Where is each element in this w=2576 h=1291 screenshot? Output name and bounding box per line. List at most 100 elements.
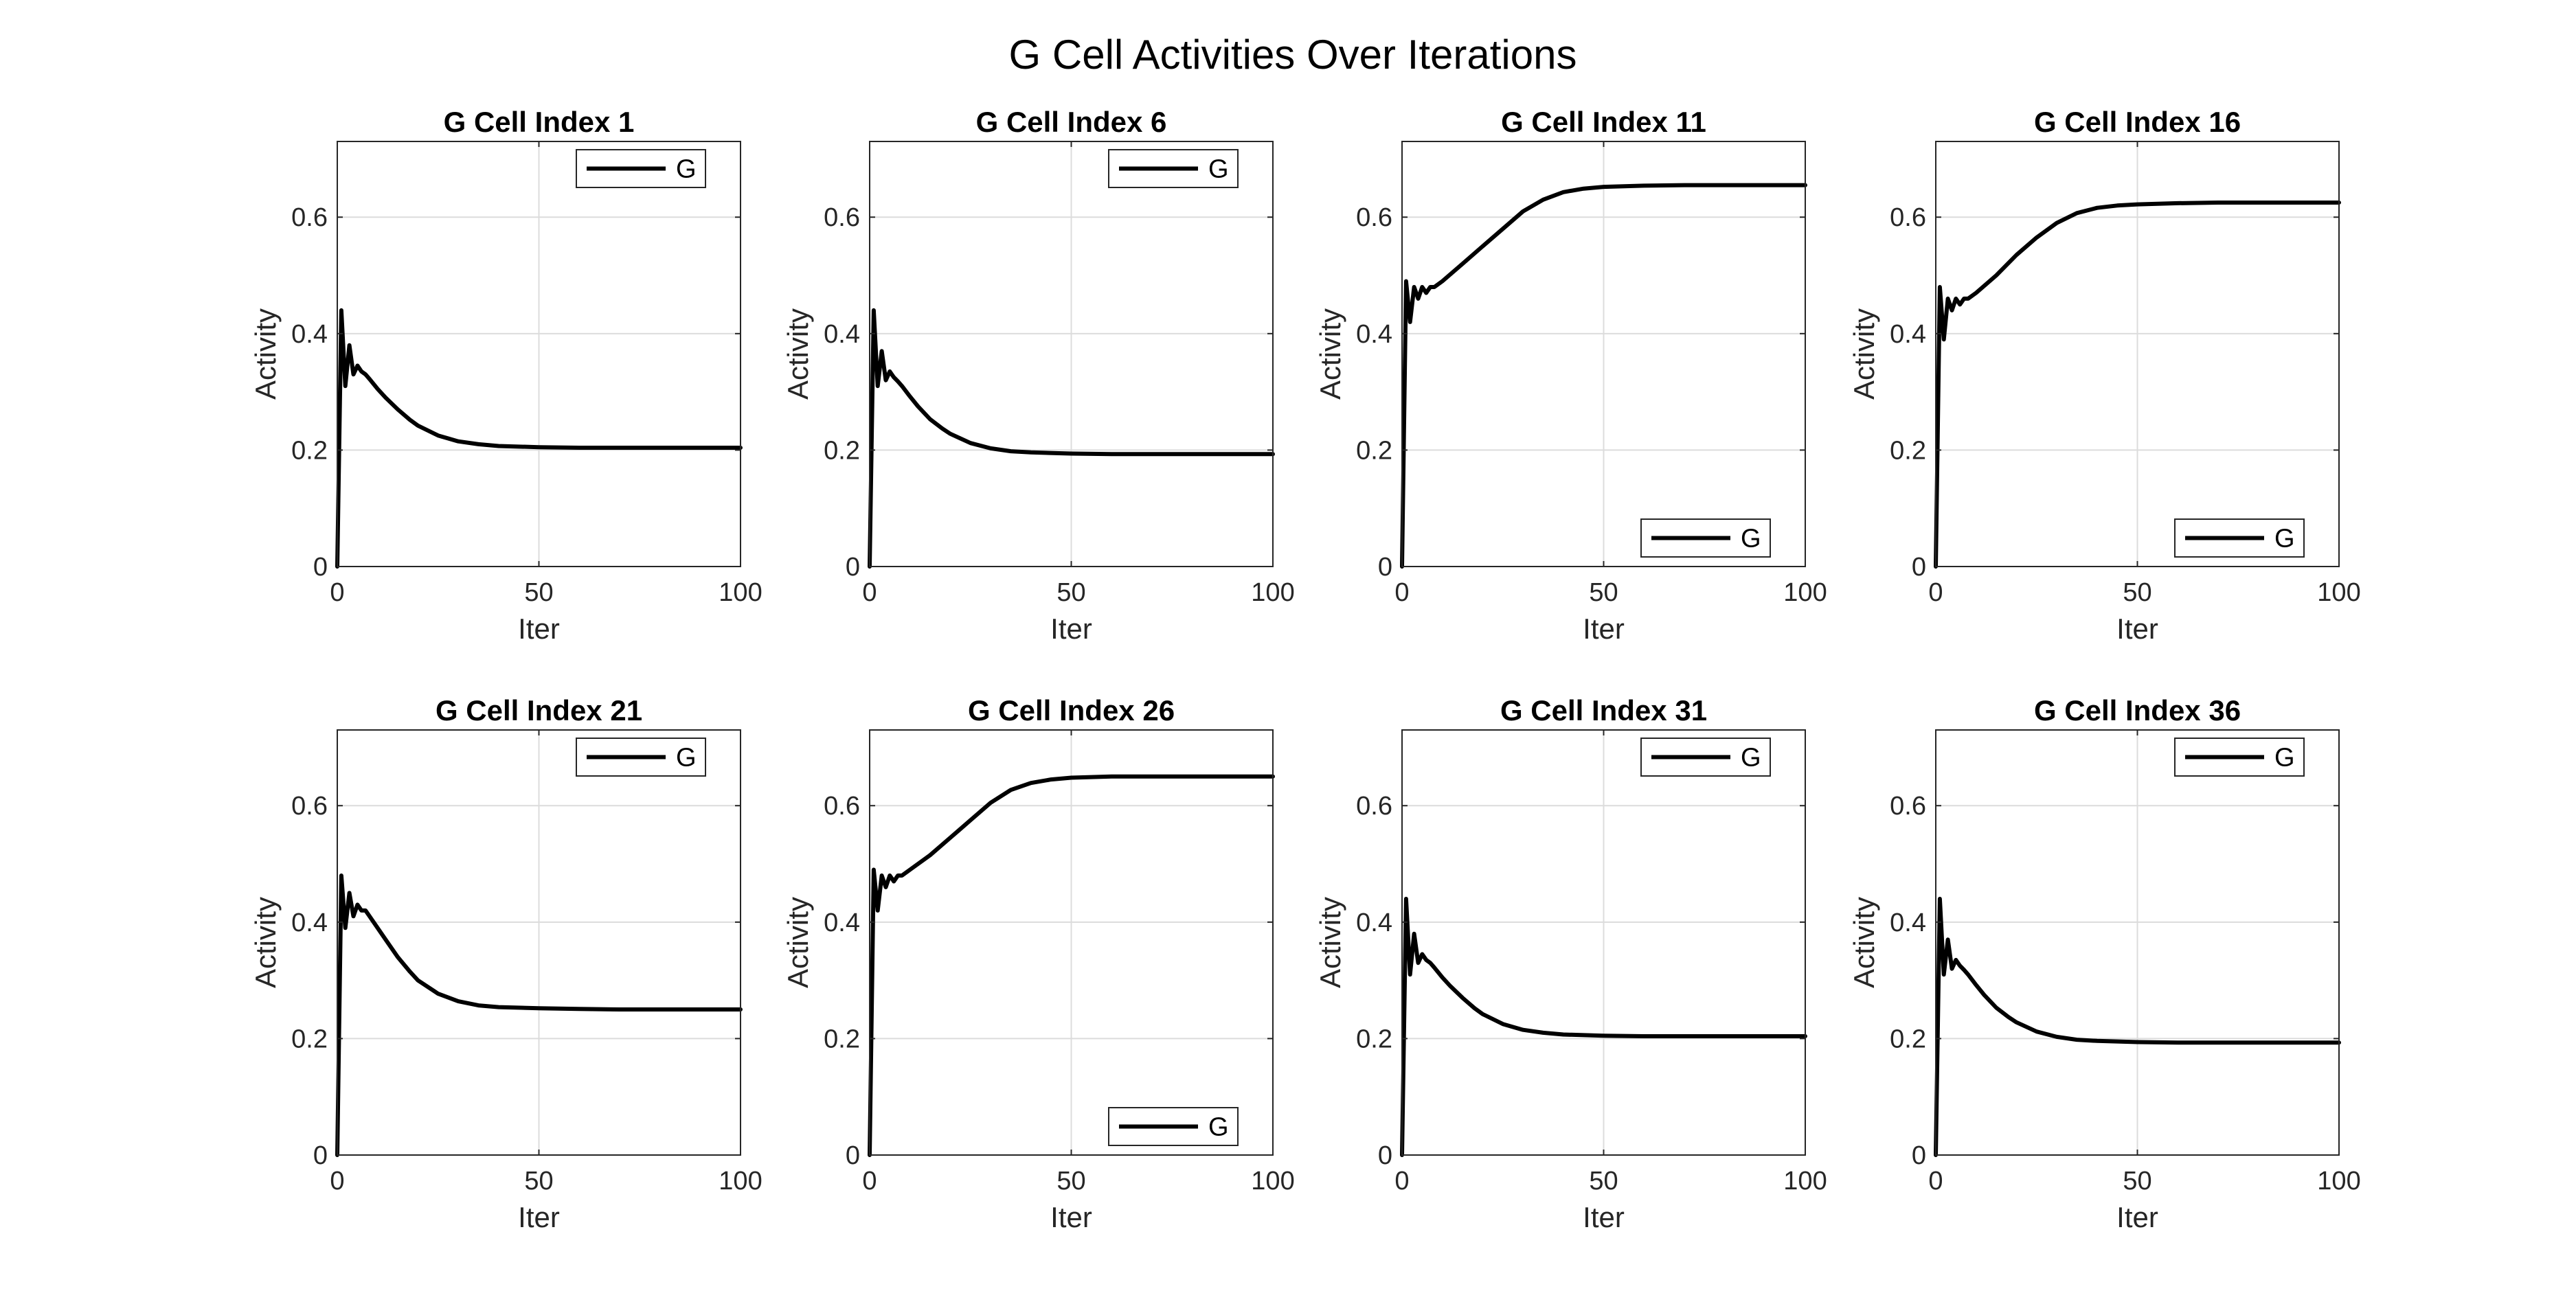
y-tick-label: 0.4 bbox=[824, 909, 860, 937]
series-line-G bbox=[1934, 896, 2341, 1157]
subplot-7: 0 50 100 0 0.2 0.4 0.6 Iter Activity G Cell Index… bbox=[1314, 694, 1827, 1233]
x-axis-label: Iter bbox=[2116, 613, 2158, 645]
subplot-title: G Cell Index 36 bbox=[2034, 694, 2241, 727]
x-tick-label: 50 bbox=[1057, 1167, 1085, 1196]
x-tick-label: 100 bbox=[2317, 1167, 2360, 1196]
legend-label: G bbox=[1741, 525, 1761, 553]
y-tick-label: 0.2 bbox=[824, 436, 860, 465]
x-tick-label: 50 bbox=[524, 1167, 553, 1196]
x-tick-label: 0 bbox=[330, 1167, 344, 1196]
x-tick-label: 100 bbox=[1251, 1167, 1294, 1196]
y-tick-label: 0.2 bbox=[291, 1025, 328, 1053]
legend-label: G bbox=[1208, 1113, 1229, 1142]
subplot-6: 0 50 100 0 0.2 0.4 0.6 Iter Activity G Cell Index… bbox=[782, 694, 1295, 1233]
y-tick-label: 0.2 bbox=[1890, 436, 1926, 465]
y-axis-label: Activity bbox=[1848, 897, 1880, 988]
series-line-G bbox=[868, 308, 1275, 569]
subplot-2: 0 50 100 0 0.2 0.4 0.6 Iter Activity G Cell Index… bbox=[782, 106, 1295, 645]
y-axis-label: Activity bbox=[1314, 308, 1346, 400]
y-axis-label: Activity bbox=[782, 308, 814, 400]
series-line-G bbox=[335, 873, 743, 1157]
y-tick-label: 0.2 bbox=[1356, 436, 1392, 465]
legend-label: G bbox=[2274, 744, 2295, 773]
subplot-title: G Cell Index 26 bbox=[968, 694, 1175, 727]
legend-label: G bbox=[1208, 155, 1229, 184]
x-axis-label: Iter bbox=[518, 613, 560, 645]
y-tick-label: 0.4 bbox=[1890, 909, 1926, 937]
y-axis-label: Activity bbox=[249, 308, 282, 400]
series-line-G bbox=[868, 774, 1275, 1157]
y-tick-label: 0.6 bbox=[1890, 792, 1926, 821]
legend: G bbox=[1108, 1107, 1239, 1146]
subplot-5: 0 50 100 0 0.2 0.4 0.6 Iter Activity G Cell Index… bbox=[249, 694, 762, 1233]
x-tick-label: 100 bbox=[719, 1167, 762, 1196]
x-tick-label: 0 bbox=[330, 578, 344, 607]
series-line-G bbox=[335, 308, 743, 569]
x-tick-label: 0 bbox=[1928, 578, 1943, 607]
series-line-G bbox=[1934, 201, 2341, 569]
y-tick-label: 0.4 bbox=[824, 320, 860, 349]
x-tick-label: 50 bbox=[1589, 1167, 1618, 1196]
subplot-title: G Cell Index 1 bbox=[444, 106, 635, 138]
x-tick-label: 50 bbox=[2123, 1167, 2151, 1196]
y-tick-label: 0 bbox=[1912, 553, 1926, 582]
legend: G bbox=[2174, 738, 2305, 777]
y-tick-label: 0.4 bbox=[1356, 909, 1392, 937]
x-axis-label: Iter bbox=[1583, 613, 1625, 645]
x-tick-label: 0 bbox=[1394, 578, 1409, 607]
y-tick-label: 0.2 bbox=[1890, 1025, 1926, 1053]
y-tick-label: 0 bbox=[1378, 1141, 1392, 1170]
x-tick-label: 100 bbox=[2317, 578, 2360, 607]
series-line-G bbox=[1400, 183, 1807, 569]
legend: G bbox=[2174, 518, 2305, 558]
y-tick-label: 0.6 bbox=[1356, 203, 1392, 232]
x-tick-label: 100 bbox=[1783, 578, 1827, 607]
y-tick-label: 0.6 bbox=[291, 792, 328, 821]
x-tick-label: 0 bbox=[862, 578, 877, 607]
subplot-title: G Cell Index 16 bbox=[2034, 106, 2241, 138]
y-tick-label: 0 bbox=[846, 1141, 860, 1170]
subplot-3: 0 50 100 0 0.2 0.4 0.6 Iter Activity G Cell Index… bbox=[1314, 106, 1827, 645]
legend-label: G bbox=[1741, 744, 1761, 773]
series-line-G bbox=[1400, 896, 1807, 1157]
x-axis-label: Iter bbox=[1050, 613, 1092, 645]
subplot-1: 0 50 100 0 0.2 0.4 0.6 Iter Activity G Cell Index… bbox=[249, 106, 762, 645]
subplot-8: 0 50 100 0 0.2 0.4 0.6 Iter Activity G Cell Index… bbox=[1848, 694, 2361, 1233]
legend-label: G bbox=[2274, 525, 2295, 553]
x-tick-label: 100 bbox=[1251, 578, 1294, 607]
y-tick-label: 0.2 bbox=[1356, 1025, 1392, 1053]
y-tick-label: 0.4 bbox=[291, 909, 328, 937]
subplot-title: G Cell Index 11 bbox=[1501, 106, 1706, 138]
y-tick-label: 0 bbox=[313, 1141, 328, 1170]
legend: G bbox=[1640, 518, 1771, 558]
x-tick-label: 50 bbox=[2123, 578, 2151, 607]
x-axis-label: Iter bbox=[1050, 1201, 1092, 1233]
x-tick-label: 100 bbox=[719, 578, 762, 607]
legend: G bbox=[576, 149, 706, 188]
y-tick-label: 0 bbox=[846, 553, 860, 582]
x-axis-label: Iter bbox=[518, 1201, 560, 1233]
legend-label: G bbox=[676, 744, 697, 773]
y-axis-label: Activity bbox=[249, 897, 282, 988]
y-tick-label: 0.6 bbox=[291, 203, 328, 232]
y-tick-label: 0.6 bbox=[824, 203, 860, 232]
y-tick-label: 0 bbox=[1378, 553, 1392, 582]
x-tick-label: 0 bbox=[862, 1167, 877, 1196]
subplot-title: G Cell Index 6 bbox=[976, 106, 1167, 138]
y-tick-label: 0.6 bbox=[1890, 203, 1926, 232]
legend: G bbox=[1108, 149, 1239, 188]
x-tick-label: 50 bbox=[1057, 578, 1085, 607]
y-tick-label: 0.4 bbox=[1890, 320, 1926, 349]
x-tick-label: 100 bbox=[1783, 1167, 1827, 1196]
legend-label: G bbox=[676, 155, 697, 184]
y-tick-label: 0 bbox=[1912, 1141, 1926, 1170]
y-axis-label: Activity bbox=[1848, 308, 1880, 400]
subplot-title: G Cell Index 31 bbox=[1500, 694, 1707, 727]
x-tick-label: 50 bbox=[524, 578, 553, 607]
subplot-4: 0 50 100 0 0.2 0.4 0.6 Iter Activity G Cell Index… bbox=[1848, 106, 2361, 645]
y-tick-label: 0.6 bbox=[824, 792, 860, 821]
y-tick-label: 0.4 bbox=[1356, 320, 1392, 349]
figure-title: G Cell Activities Over Iterations bbox=[1009, 32, 1577, 78]
